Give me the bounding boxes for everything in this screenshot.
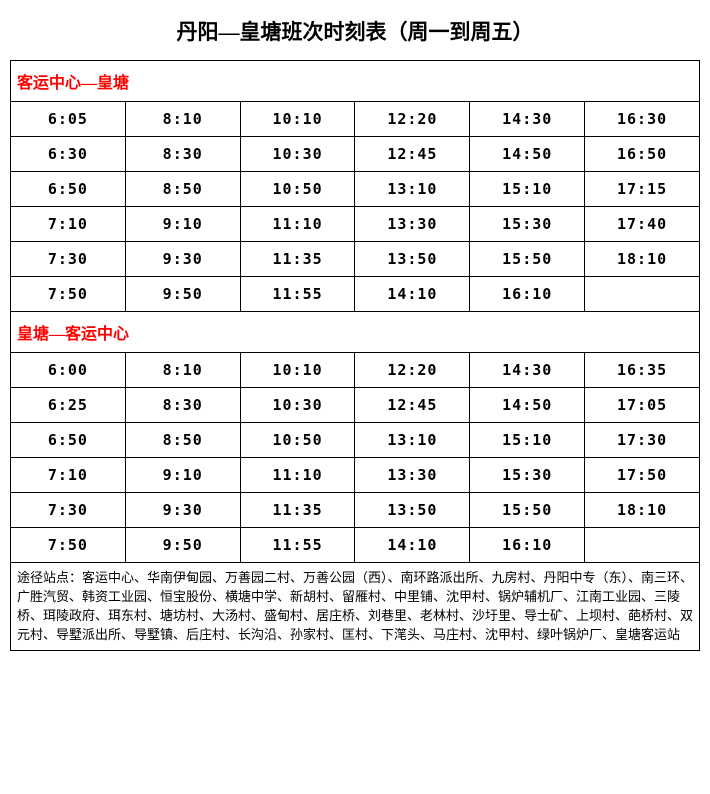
table-row: 7:509:5011:5514:1016:10 (11, 277, 700, 312)
time-cell: 12:20 (355, 353, 470, 388)
time-cell: 9:50 (125, 277, 240, 312)
time-cell: 17:15 (585, 172, 700, 207)
time-cell: 6:50 (11, 423, 126, 458)
time-cell: 8:30 (125, 388, 240, 423)
table-row: 7:509:5011:5514:1016:10 (11, 528, 700, 563)
table-row: 7:309:3011:3513:5015:5018:10 (11, 242, 700, 277)
time-cell: 9:30 (125, 493, 240, 528)
time-cell: 15:50 (470, 242, 585, 277)
time-cell: 13:10 (355, 172, 470, 207)
time-cell: 16:10 (470, 277, 585, 312)
time-cell: 11:55 (240, 277, 355, 312)
time-cell: 14:10 (355, 528, 470, 563)
time-cell: 13:30 (355, 458, 470, 493)
time-cell: 14:50 (470, 137, 585, 172)
time-cell: 9:10 (125, 458, 240, 493)
time-cell: 7:50 (11, 277, 126, 312)
route-stops-footer: 途径站点：客运中心、华南伊甸园、万善园二村、万善公园（西）、南环路派出所、九房村… (11, 563, 700, 651)
section-header: 客运中心—皇塘 (11, 61, 700, 102)
time-cell: 10:50 (240, 423, 355, 458)
time-cell (585, 528, 700, 563)
time-cell: 7:10 (11, 207, 126, 242)
time-cell: 6:30 (11, 137, 126, 172)
table-row: 6:308:3010:3012:4514:5016:50 (11, 137, 700, 172)
time-cell: 8:10 (125, 353, 240, 388)
time-cell: 15:10 (470, 423, 585, 458)
time-cell: 6:50 (11, 172, 126, 207)
table-row: 7:109:1011:1013:3015:3017:40 (11, 207, 700, 242)
time-cell: 17:50 (585, 458, 700, 493)
table-row: 6:008:1010:1012:2014:3016:35 (11, 353, 700, 388)
page-title: 丹阳—皇塘班次时刻表（周一到周五） (10, 8, 700, 60)
time-cell: 9:10 (125, 207, 240, 242)
time-cell: 7:10 (11, 458, 126, 493)
time-cell: 10:10 (240, 353, 355, 388)
time-cell: 8:50 (125, 172, 240, 207)
table-row: 6:508:5010:5013:1015:1017:15 (11, 172, 700, 207)
table-row: 7:109:1011:1013:3015:3017:50 (11, 458, 700, 493)
time-cell: 16:35 (585, 353, 700, 388)
time-cell: 13:50 (355, 242, 470, 277)
time-cell: 17:05 (585, 388, 700, 423)
time-cell: 7:50 (11, 528, 126, 563)
time-cell: 15:50 (470, 493, 585, 528)
time-cell: 18:10 (585, 493, 700, 528)
time-cell: 13:10 (355, 423, 470, 458)
time-cell: 9:30 (125, 242, 240, 277)
time-cell: 12:45 (355, 388, 470, 423)
time-cell: 15:30 (470, 458, 585, 493)
time-cell: 8:30 (125, 137, 240, 172)
time-cell: 17:40 (585, 207, 700, 242)
time-cell: 15:10 (470, 172, 585, 207)
time-cell: 13:50 (355, 493, 470, 528)
time-cell: 14:30 (470, 102, 585, 137)
time-cell: 12:20 (355, 102, 470, 137)
time-cell: 7:30 (11, 493, 126, 528)
timetable-container: 丹阳—皇塘班次时刻表（周一到周五） 客运中心—皇塘6:058:1010:1012… (0, 0, 710, 659)
time-cell: 13:30 (355, 207, 470, 242)
section-header: 皇塘—客运中心 (11, 312, 700, 353)
time-cell: 10:30 (240, 388, 355, 423)
time-cell (585, 277, 700, 312)
time-cell: 11:55 (240, 528, 355, 563)
time-cell: 11:10 (240, 458, 355, 493)
time-cell: 15:30 (470, 207, 585, 242)
table-row: 6:258:3010:3012:4514:5017:05 (11, 388, 700, 423)
time-cell: 6:25 (11, 388, 126, 423)
time-cell: 11:35 (240, 493, 355, 528)
time-cell: 17:30 (585, 423, 700, 458)
table-row: 6:058:1010:1012:2014:3016:30 (11, 102, 700, 137)
time-cell: 10:30 (240, 137, 355, 172)
timetable: 客运中心—皇塘6:058:1010:1012:2014:3016:306:308… (10, 60, 700, 651)
table-row: 7:309:3011:3513:5015:5018:10 (11, 493, 700, 528)
time-cell: 16:50 (585, 137, 700, 172)
time-cell: 16:30 (585, 102, 700, 137)
time-cell: 6:05 (11, 102, 126, 137)
time-cell: 11:10 (240, 207, 355, 242)
time-cell: 9:50 (125, 528, 240, 563)
time-cell: 10:50 (240, 172, 355, 207)
time-cell: 11:35 (240, 242, 355, 277)
time-cell: 18:10 (585, 242, 700, 277)
table-row: 6:508:5010:5013:1015:1017:30 (11, 423, 700, 458)
time-cell: 14:10 (355, 277, 470, 312)
time-cell: 7:30 (11, 242, 126, 277)
time-cell: 6:00 (11, 353, 126, 388)
time-cell: 16:10 (470, 528, 585, 563)
time-cell: 8:50 (125, 423, 240, 458)
time-cell: 8:10 (125, 102, 240, 137)
time-cell: 10:10 (240, 102, 355, 137)
time-cell: 12:45 (355, 137, 470, 172)
time-cell: 14:30 (470, 353, 585, 388)
time-cell: 14:50 (470, 388, 585, 423)
